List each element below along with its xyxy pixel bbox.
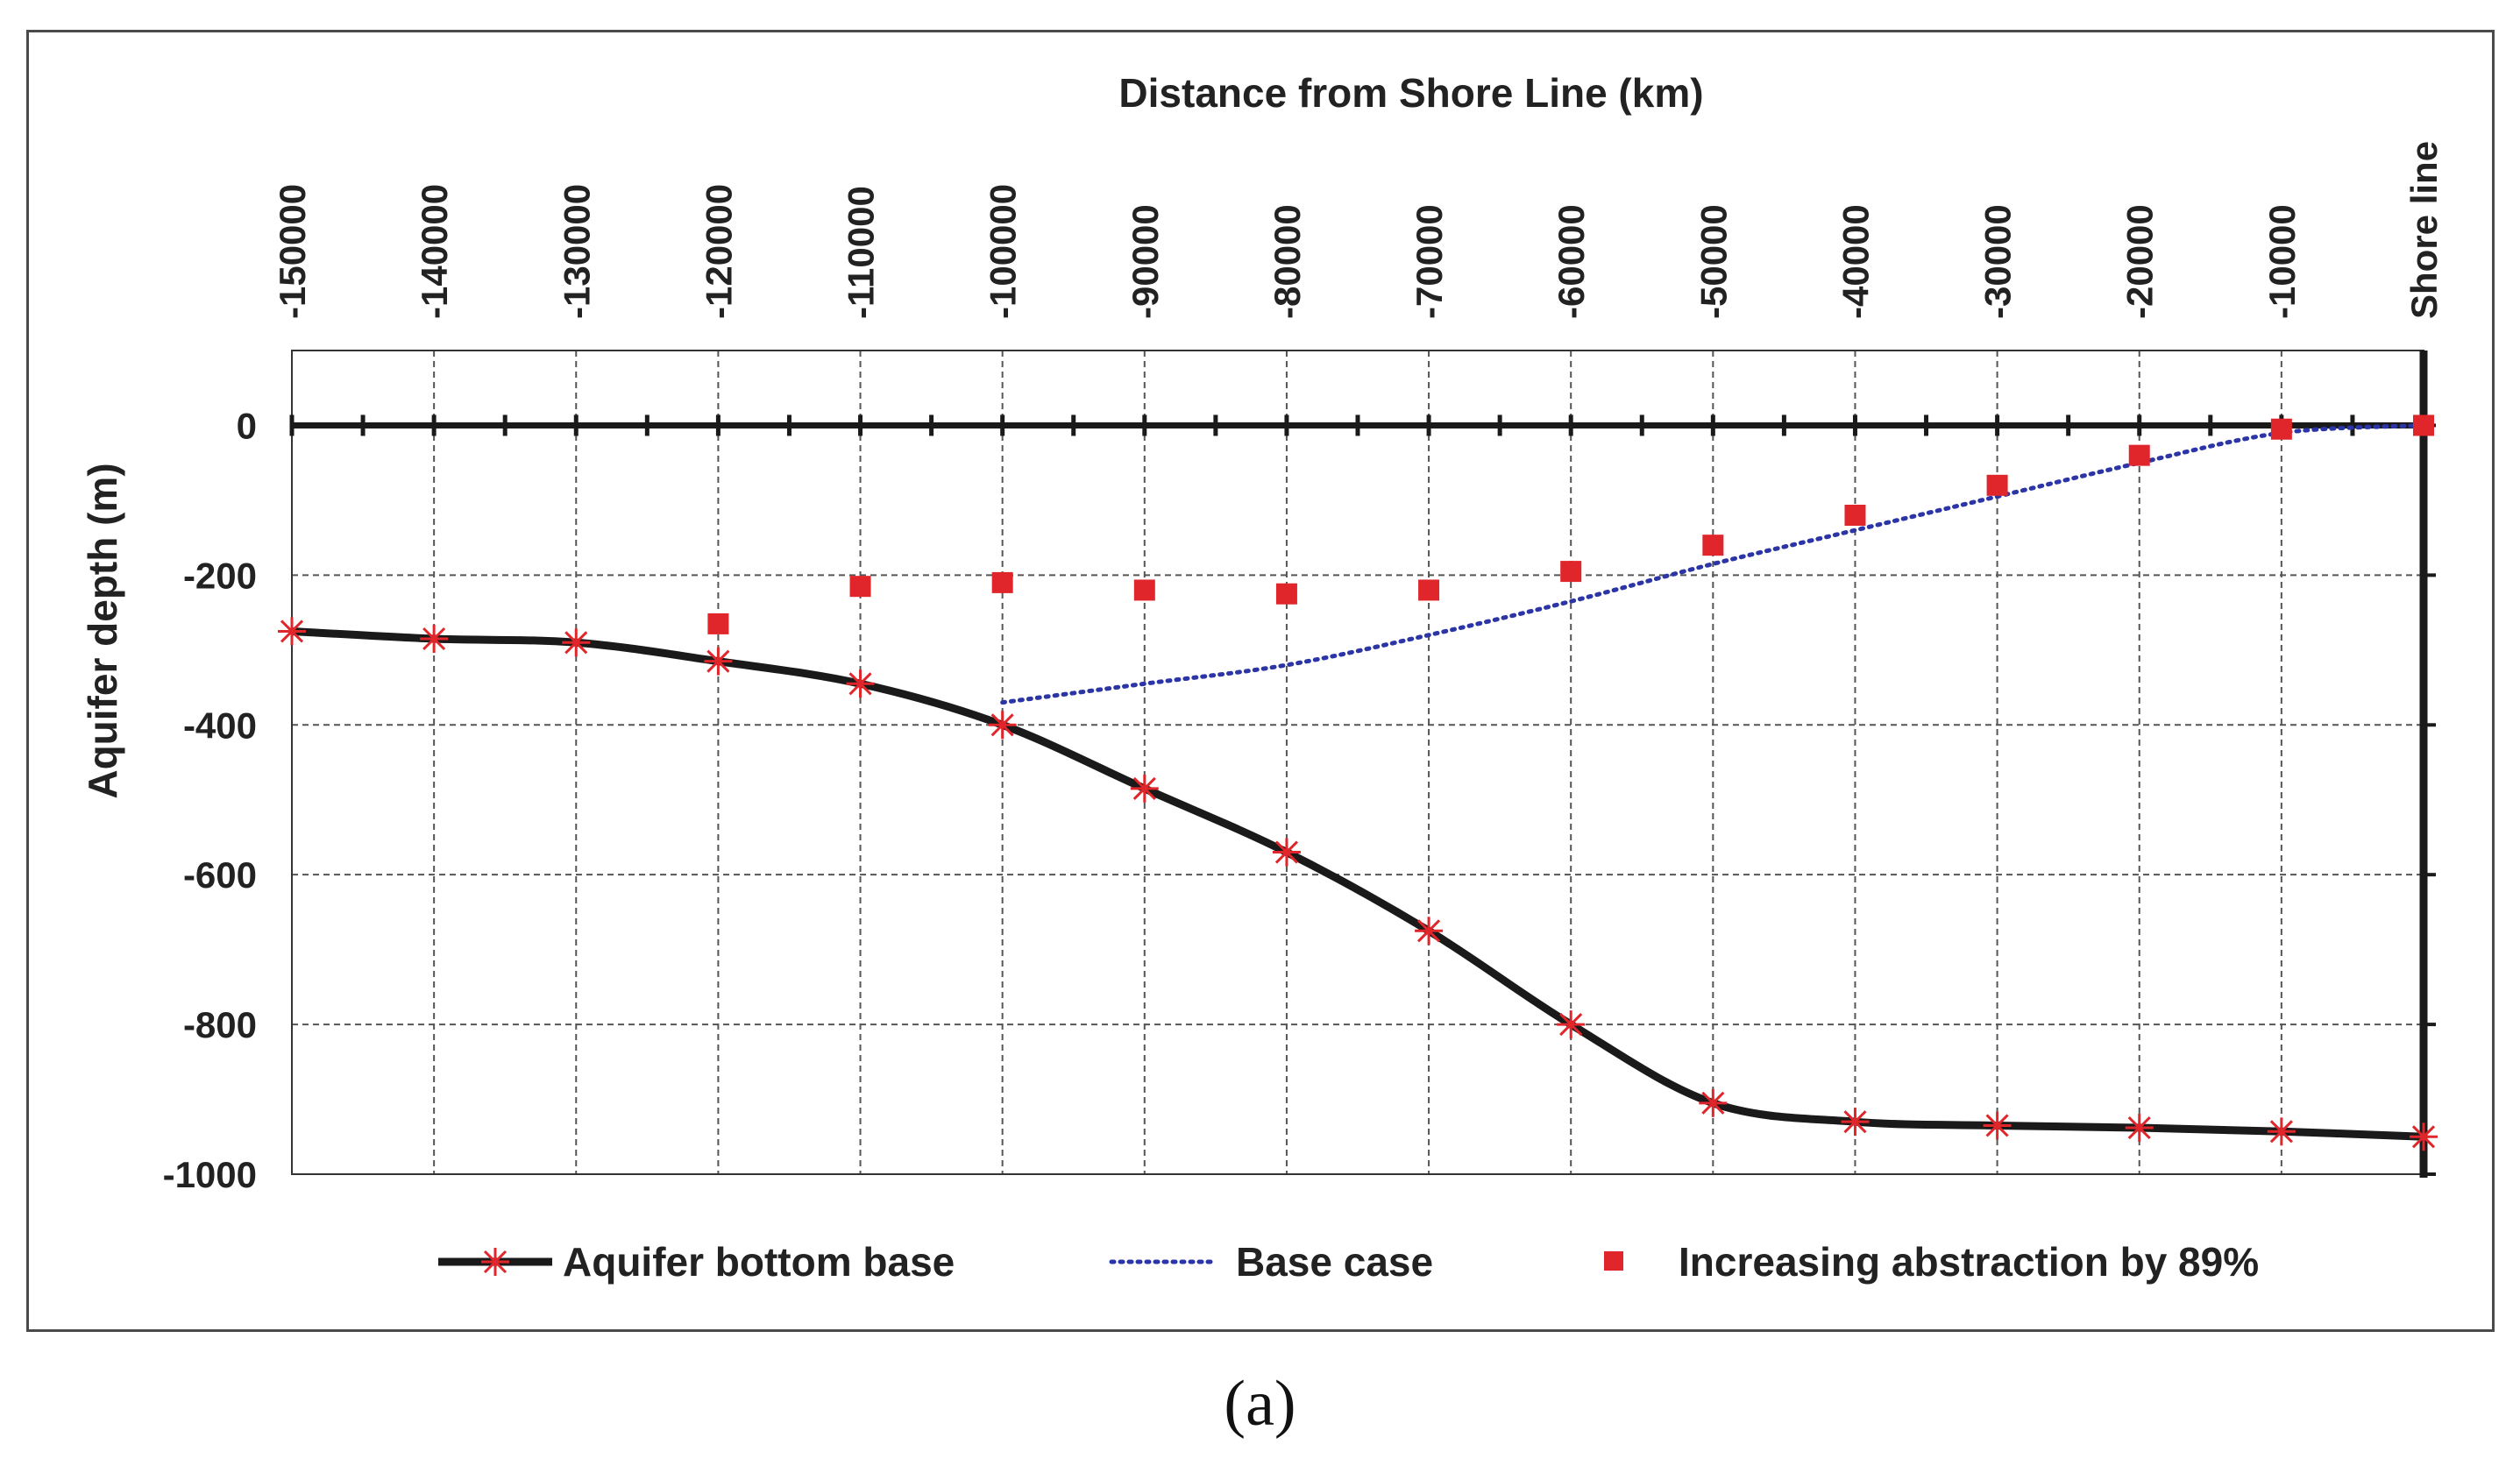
abstraction-marker <box>1133 579 1155 601</box>
abstraction-marker <box>2413 414 2434 436</box>
x-tick-label: -130000 <box>556 184 597 319</box>
aquifer-bottom-marker <box>1130 774 1159 803</box>
abstraction-marker <box>2270 418 2292 440</box>
aquifer-bottom-marker <box>1415 917 1444 945</box>
aquifer-bottom-marker <box>1983 1111 2012 1140</box>
tick-labels: -150000 -140000 -130000 -120000 -110000 -1000… <box>163 141 2445 1195</box>
x-axis-title: Distance from Shore Line (km) <box>1118 70 1703 116</box>
x-tick-label: -50000 <box>1693 204 1734 319</box>
aquifer-bottom-marker <box>278 617 306 646</box>
abstraction-marker <box>849 576 871 598</box>
axes <box>289 350 2436 1178</box>
aquifer-bottom-marker <box>988 711 1017 740</box>
y-tick-label: -800 <box>183 1004 257 1045</box>
x-tick-label: -70000 <box>1409 204 1450 319</box>
series-aquifer-bottom-line <box>291 627 2424 1141</box>
aquifer-bottom-marker <box>2267 1117 2296 1146</box>
legend-label-aquifer-bottom: Aquifer bottom base <box>563 1239 955 1285</box>
abstraction-marker <box>2128 444 2150 466</box>
y-tick-label: -400 <box>183 705 257 746</box>
abstraction-marker <box>1702 535 1724 556</box>
x-tick-label: -90000 <box>1125 204 1166 319</box>
grid-lines <box>291 351 2424 1175</box>
y-tick-label: -200 <box>183 555 257 596</box>
abstraction-marker <box>991 571 1013 593</box>
legend-marker-aquifer-bottom <box>481 1248 509 1276</box>
y-tick-label: -1000 <box>163 1154 257 1195</box>
abstraction-marker <box>707 613 729 634</box>
legend: Aquifer bottom base Base case Increasing a… <box>438 1239 2259 1285</box>
x-tick-label: -140000 <box>414 184 455 319</box>
chart-frame <box>26 30 2495 1332</box>
y-axis-title: Aquifer depth (m) <box>80 463 125 798</box>
x-tick-label: -150000 <box>272 184 313 319</box>
abstraction-marker <box>1844 505 1866 526</box>
plot-area-border <box>291 350 2424 1175</box>
legend-label-abstraction: Increasing abstraction by 89% <box>1679 1239 2259 1285</box>
aquifer-bottom-marker <box>704 647 733 676</box>
legend-label-base-case: Base case <box>1236 1239 1433 1285</box>
aquifer-bottom-marker <box>1557 1010 1586 1039</box>
aquifer-bottom-marker <box>420 625 449 653</box>
aquifer-bottom-marker <box>1841 1108 1870 1137</box>
aquifer-bottom-marker <box>846 669 875 698</box>
aquifer-bottom-marker <box>1699 1088 1728 1117</box>
x-tick-label: -100000 <box>983 184 1024 319</box>
abstraction-marker <box>1986 474 2008 496</box>
abstraction-marker <box>1418 579 1440 601</box>
y-tick-label: -600 <box>183 854 257 896</box>
y-tick-label: 0 <box>237 405 257 446</box>
abstraction-marker <box>1560 561 1582 583</box>
abstraction-marker <box>1275 583 1297 605</box>
x-tick-label: -40000 <box>1835 204 1876 319</box>
aquifer-bottom-marker <box>562 628 591 657</box>
x-tick-label: -120000 <box>698 184 739 319</box>
x-tick-label: Shore line <box>2403 141 2445 319</box>
series-base-case-line <box>1000 422 2426 705</box>
aquifer-bottom-marker <box>1272 838 1301 867</box>
x-tick-label: -110000 <box>841 186 882 319</box>
series-layer <box>278 414 2438 1151</box>
x-tick-label: -80000 <box>1267 204 1308 319</box>
aquifer-bottom-marker <box>2410 1122 2438 1151</box>
legend-swatch-abstraction <box>1604 1251 1623 1271</box>
figure-caption: (a) <box>1224 1368 1296 1440</box>
x-tick-label: -20000 <box>2119 204 2161 319</box>
aquifer-bottom-marker <box>2125 1114 2154 1143</box>
x-tick-label: -60000 <box>1551 204 1592 319</box>
x-tick-label: -10000 <box>2261 204 2303 319</box>
x-tick-label: -30000 <box>1977 204 2019 319</box>
